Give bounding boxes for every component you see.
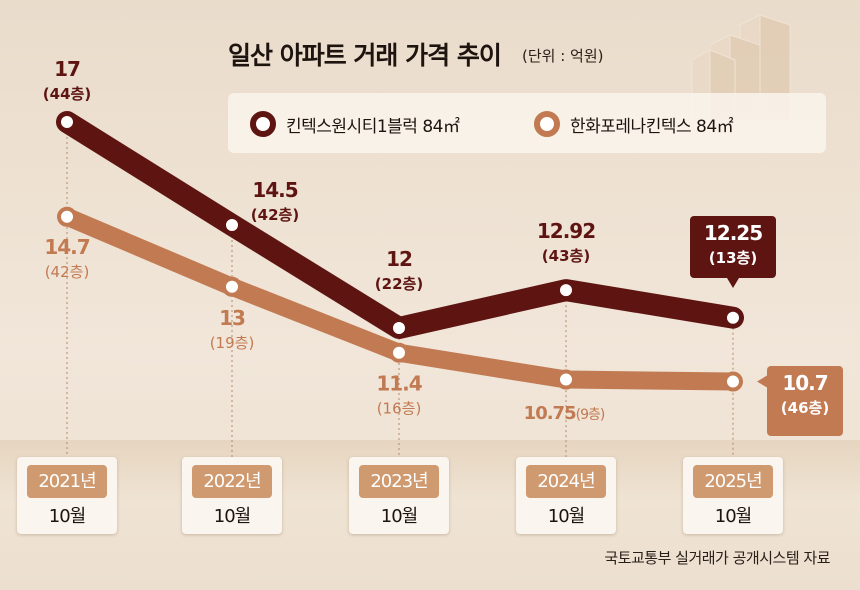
floor-label: (42층) [45,263,90,281]
floor-label: (44층) [43,85,91,103]
x-tick-year: 2021년 [27,465,107,498]
legend-label: 한화포레나킨텍스 84㎡ [570,116,734,137]
series-line-1 [56,111,744,339]
source-note: 국토교통부 실거래가 공개시스템 자료 [604,549,830,567]
data-label: 12.25 [704,221,762,245]
unit-label: (단위 : 억원) [522,47,604,65]
x-tick-year: 2024년 [526,465,606,498]
legend-item-series-1: 킨텍스원시티1블럭 84㎡ [250,111,460,137]
data-point-marker [57,206,77,227]
legend-marker-icon [534,111,560,137]
floor-label: (19층) [210,334,255,352]
data-label: 12 [386,247,412,271]
legend-label: 킨텍스원시티1블럭 84㎡ [286,116,460,137]
data-label: 14.7 [44,235,89,259]
floor-label: (16층) [377,400,422,418]
floor-label: (42층) [251,206,299,224]
x-tick-label: 2022년 10월 [182,457,282,534]
x-tick-year: 2022년 [192,465,272,498]
data-point-marker [222,276,242,297]
x-tick-month: 10월 [48,506,86,527]
data-label: 10.75(9층) [524,403,605,424]
floor-label: (13층) [709,249,757,267]
data-point-marker [556,280,576,301]
legend: 킨텍스원시티1블럭 84㎡ 한화포레나킨텍스 84㎡ [228,93,826,153]
legend-item-series-2: 한화포레나킨텍스 84㎡ [534,111,734,137]
callout-box [767,366,843,436]
data-label: 12.92 [537,219,595,243]
x-tick-year: 2025년 [693,465,773,498]
data-point-marker [57,112,77,132]
data-point-marker [389,318,409,338]
floor-label: (22층) [375,275,423,293]
data-label: 13 [219,306,245,330]
x-tick-year: 2023년 [359,465,439,498]
data-point-marker [723,371,743,392]
x-tick-label: 2021년 10월 [17,457,117,534]
callout-pointer [757,375,767,388]
data-label: 14.5 [252,178,297,202]
data-point-marker [556,369,576,390]
x-tick-month: 10월 [213,506,251,527]
x-tick-month: 10월 [714,506,752,527]
x-tick-label: 2023년 10월 [349,457,449,534]
callout-pointer [727,278,739,288]
legend-marker-icon [250,111,276,137]
data-label: 10.7 [782,371,827,395]
data-point-marker [389,342,409,363]
data-label: 17 [54,57,80,81]
x-tick-label: 2025년 10월 [683,457,783,534]
chart-title: 일산 아파트 거래 가격 추이 [228,41,502,70]
floor-label: (46층) [781,399,829,417]
callout-box [690,216,776,278]
x-tick-month: 10월 [380,506,418,527]
x-tick-month: 10월 [547,506,585,527]
floor-label: (43층) [542,247,590,265]
data-label: 11.4 [376,372,421,396]
data-point-marker [222,215,242,235]
x-tick-label: 2024년 10월 [516,457,616,534]
data-point-marker [723,307,743,328]
